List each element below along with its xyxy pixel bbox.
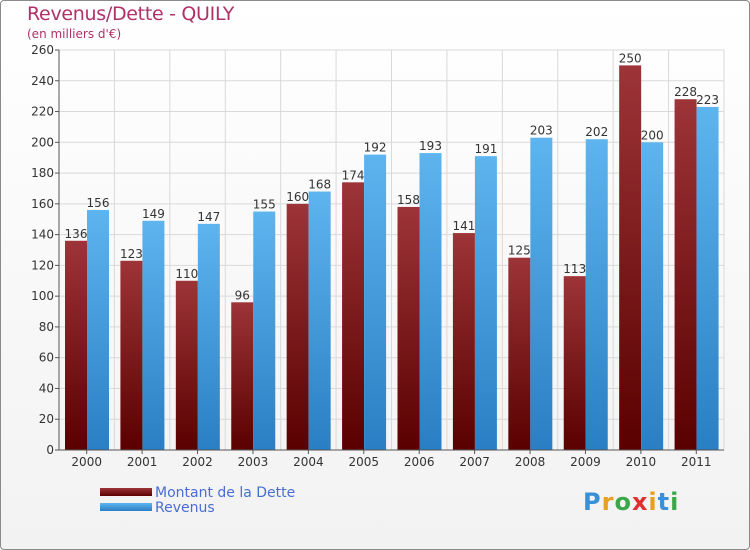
data-label-dette: 160: [286, 190, 309, 204]
logo-letter: x: [631, 488, 649, 516]
logo-letter: r: [601, 488, 615, 516]
data-label-revenus: 191: [474, 142, 497, 156]
y-tick-label: 0: [46, 443, 54, 457]
data-label-revenus: 193: [419, 139, 442, 153]
data-label-revenus: 192: [364, 141, 387, 155]
x-tick-label: 2007: [459, 455, 490, 469]
data-label-dette: 110: [175, 267, 198, 281]
data-label-dette: 141: [452, 219, 475, 233]
data-label-revenus: 156: [87, 196, 110, 210]
bar-revenus: [364, 154, 387, 450]
y-tick-label: 180: [31, 166, 54, 180]
y-tick-label: 220: [31, 105, 54, 119]
y-tick-label: 20: [39, 412, 54, 426]
y-tick-label: 100: [31, 289, 54, 303]
data-label-revenus: 147: [197, 210, 220, 224]
data-label-revenus: 155: [253, 198, 276, 212]
x-tick-label: 2009: [570, 455, 601, 469]
y-tick-label: 40: [39, 381, 54, 395]
bar-revenus: [308, 191, 331, 451]
legend-label-revenus: Revenus: [155, 500, 215, 516]
x-tick-label: 2004: [293, 455, 324, 469]
bar-revenus: [585, 139, 608, 450]
data-label-dette: 113: [563, 262, 586, 276]
data-label-dette: 136: [65, 227, 88, 241]
y-tick-label: 120: [31, 258, 54, 272]
bars: [65, 65, 719, 451]
y-tick-label: 260: [31, 43, 54, 57]
x-tick-label: 2010: [626, 455, 657, 469]
data-label-revenus: 202: [585, 125, 608, 139]
bar-revenus: [197, 223, 220, 450]
data-label-revenus: 149: [142, 207, 165, 221]
data-label-dette: 158: [397, 193, 420, 207]
logo-letter: o: [614, 488, 632, 516]
bar-dette: [65, 240, 87, 450]
x-tick-label: 2003: [238, 455, 269, 469]
data-label-revenus: 203: [530, 124, 553, 138]
bar-dette: [175, 280, 198, 450]
y-tick-label: 240: [31, 74, 54, 88]
legend-label-dette: Montant de la Dette: [155, 485, 296, 501]
data-label-dette: 174: [342, 168, 365, 182]
data-label-dette: 125: [508, 244, 531, 258]
bar-revenus: [419, 153, 442, 451]
data-label-dette: 96: [235, 288, 250, 302]
bar-revenus: [142, 220, 165, 450]
axes: 0 20 40 60 80 100 120 140 160 180 200 220 240 260 2000…: [31, 43, 724, 469]
data-label-revenus: 223: [696, 93, 719, 107]
x-tick-label: 2008: [515, 455, 546, 469]
logo-letter: P: [583, 488, 602, 516]
logo-letter: i: [670, 488, 680, 516]
y-tick-label: 140: [31, 228, 54, 242]
chart-title: Revenus/Dette - QUILY: [27, 3, 235, 25]
y-tick-label: 80: [39, 320, 54, 334]
bar-revenus: [696, 106, 719, 450]
x-tick-label: 2002: [182, 455, 213, 469]
proxiti-logo: Proxiti: [583, 488, 679, 516]
chart-subtitle: (en milliers d'€): [27, 27, 122, 41]
bar-dette: [286, 203, 309, 450]
bar-revenus: [641, 142, 664, 451]
x-tick-label: 2000: [71, 455, 102, 469]
bar-dette: [508, 257, 531, 450]
logo-letter: t: [657, 488, 671, 516]
data-label-revenus: 168: [308, 178, 331, 192]
legend-swatch-revenus: [100, 503, 152, 511]
data-label-dette: 228: [674, 85, 697, 99]
legend-swatch-dette: [100, 488, 152, 496]
bar-dette: [397, 206, 420, 450]
y-tick-label: 160: [31, 197, 54, 211]
bar-dette: [452, 233, 475, 450]
grid: [58, 49, 725, 451]
x-tick-label: 2005: [349, 455, 380, 469]
bar-dette: [563, 276, 586, 450]
bar-dette: [674, 99, 697, 450]
y-tick-label: 60: [39, 351, 54, 365]
bar-dette: [120, 260, 143, 450]
bar-revenus: [474, 156, 497, 450]
bar-revenus: [87, 210, 109, 450]
bar-dette: [619, 65, 642, 450]
bar-dette: [342, 182, 365, 451]
bar-dette: [231, 302, 254, 450]
data-label-dette: 250: [619, 51, 642, 65]
x-tick-label: 2011: [681, 455, 712, 469]
x-tick-label: 2001: [127, 455, 158, 469]
bar-revenus: [530, 137, 553, 450]
data-label-revenus: 200: [641, 128, 664, 142]
x-tick-label: 2006: [404, 455, 435, 469]
data-label-dette: 123: [120, 247, 143, 261]
bar-revenus: [253, 211, 276, 450]
y-tick-label: 200: [31, 135, 54, 149]
logo-letter: i: [648, 488, 658, 516]
